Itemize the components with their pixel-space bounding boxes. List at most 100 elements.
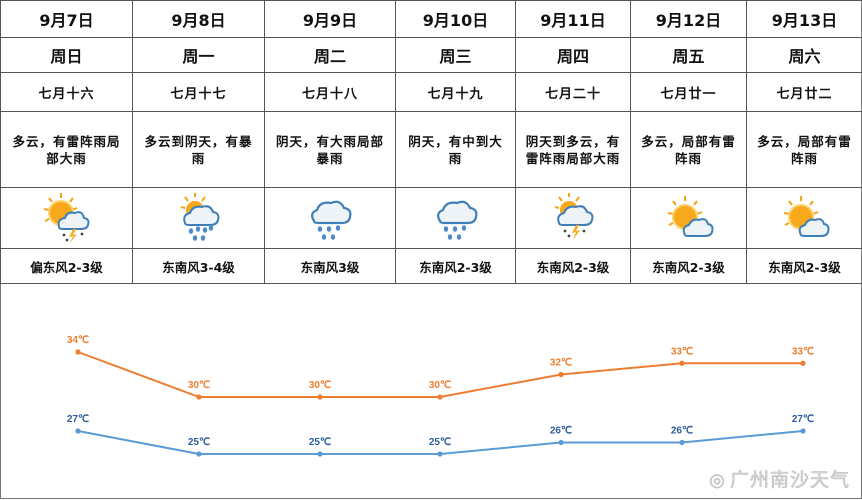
icon-cell: [0, 187, 133, 249]
description-cell: 阴天到多云，有 雷阵雨局部大雨: [515, 111, 631, 188]
wind-row: 偏东风2-3级 东南风3-4级 东南风3级 东南风2-3级 东南风2-3级 东南…: [0, 248, 862, 284]
desc-line: 暴雨: [316, 150, 344, 166]
wind-cell: 偏东风2-3级: [0, 248, 133, 284]
desc-line: 雨: [191, 150, 206, 166]
high-temperature-points: 34℃ 30℃ 30℃ 30℃ 32℃ 33℃ 33℃: [67, 335, 814, 400]
data-point: [196, 451, 202, 457]
weekday-cell: 周四: [515, 37, 631, 73]
lunar-date-cell: 七月廿二: [746, 72, 862, 112]
desc-line: 雷阵雨局部大雨: [525, 150, 621, 166]
data-label: 25℃: [429, 437, 451, 448]
sun-cloud-icon: [783, 196, 829, 237]
partly-cloudy-thunderstorm-icon: [554, 193, 594, 240]
date-row: 9月7日 9月8日 9月9日 9月10日 9月11日 9月12日 9月13日: [0, 0, 862, 38]
desc-line: 部大雨: [46, 150, 87, 166]
data-point: [558, 439, 564, 446]
desc-line: 阴天，有中到大: [408, 133, 503, 149]
wind-cell: 东南风2-3级: [395, 248, 516, 284]
lunar-date-cell: 七月廿一: [630, 72, 747, 112]
data-point: [437, 394, 443, 400]
data-point: [800, 428, 806, 434]
weekday-cell: 周日: [0, 37, 133, 73]
partly-cloudy-thunderstorm-icon: [43, 193, 89, 243]
icon-cell: [264, 187, 396, 249]
weekday-cell: 周一: [132, 37, 265, 73]
data-label: 32℃: [550, 358, 572, 369]
date-cell: 9月10日: [395, 0, 516, 38]
wind-cell: 东南风2-3级: [515, 248, 631, 284]
data-point: [196, 394, 202, 400]
weekday-cell: 周五: [630, 37, 747, 73]
data-point: [75, 428, 81, 434]
desc-line: 雨: [448, 150, 463, 166]
date-cell: 9月8日: [132, 0, 265, 38]
lunar-date-row: 七月十六 七月十七 七月十八 七月十九 七月二十 七月廿一 七月廿二: [0, 72, 862, 112]
lunar-date-cell: 七月十六: [0, 72, 133, 112]
wind-cell: 东南风3-4级: [132, 248, 265, 284]
watermark-text: 广州南沙天气: [729, 469, 850, 492]
date-cell: 9月13日: [746, 0, 862, 38]
wind-cell: 东南风2-3级: [630, 248, 747, 284]
data-label: 30℃: [188, 380, 210, 391]
cloud-rain-icon: [310, 200, 352, 240]
desc-line: 多云到阴天，有暴: [144, 133, 253, 149]
weibo-logo-icon: ◎: [709, 470, 726, 492]
wind-cell: 东南风3级: [264, 248, 396, 284]
data-label: 26℃: [671, 426, 693, 437]
icon-cell: [395, 187, 516, 249]
date-cell: 9月7日: [0, 0, 133, 38]
weekday-cell: 周三: [395, 37, 516, 73]
data-label: 25℃: [188, 437, 210, 448]
data-point: [317, 451, 323, 457]
sun-cloud-icon: [667, 196, 713, 237]
lunar-date-cell: 七月二十: [515, 72, 631, 112]
data-point: [679, 439, 685, 446]
data-point: [558, 371, 564, 378]
low-temperature-points: 27℃ 25℃ 25℃ 25℃ 26℃ 26℃ 27℃: [67, 414, 814, 457]
data-label: 26℃: [550, 426, 572, 437]
cloud-rain-icon: [436, 200, 477, 240]
data-point: [317, 394, 323, 400]
description-cell: 多云，局部有雷 阵雨: [630, 111, 747, 188]
weather-icon-row: [0, 187, 862, 249]
description-row: 多云，有雷阵雨局 部大雨 多云到阴天，有暴雨 阴天，有大雨局部 暴雨 阴天，有中到大…: [0, 111, 862, 188]
data-label: 27℃: [67, 414, 89, 425]
desc-line: 阵雨: [674, 150, 702, 166]
icon-cell: [746, 187, 862, 249]
description-cell: 多云，有雷阵雨局 部大雨: [0, 111, 133, 188]
desc-line: 阴天到多云，有: [525, 133, 621, 149]
icon-cell: [515, 187, 631, 249]
lunar-date-cell: 七月十九: [395, 72, 516, 112]
desc-line: 多云，局部有雷: [641, 133, 736, 149]
weibo-watermark: ◎ 广州南沙天气: [709, 465, 850, 492]
data-label: 33℃: [792, 346, 814, 357]
icon-cell: [630, 187, 747, 249]
partly-cloudy-rain-icon: [180, 193, 219, 241]
desc-line: 多云，局部有雷: [757, 133, 852, 149]
data-point: [800, 360, 806, 366]
data-label: 33℃: [671, 346, 693, 357]
description-cell: 阴天，有大雨局部 暴雨: [264, 111, 396, 188]
weekday-cell: 周二: [264, 37, 396, 73]
forecast-table: 9月7日 9月8日 9月9日 9月10日 9月11日 9月12日 9月13日 周…: [0, 0, 862, 284]
desc-line: 多云，有雷阵雨局: [12, 133, 121, 149]
data-label: 30℃: [429, 380, 451, 391]
data-point: [75, 349, 81, 355]
data-point: [679, 360, 685, 366]
data-label: 30℃: [309, 380, 331, 391]
date-cell: 9月11日: [515, 0, 631, 38]
lunar-date-cell: 七月十七: [132, 72, 265, 112]
data-label: 34℃: [67, 335, 89, 346]
description-cell: 阴天，有中到大雨: [395, 111, 516, 188]
desc-line: 阴天，有大雨局部: [275, 133, 384, 149]
data-label: 27℃: [792, 414, 814, 425]
data-label: 25℃: [309, 437, 331, 448]
description-cell: 多云，局部有雷 阵雨: [746, 111, 862, 188]
data-point: [437, 451, 443, 457]
wind-cell: 东南风2-3级: [746, 248, 862, 284]
date-cell: 9月9日: [264, 0, 396, 38]
weekday-row: 周日 周一 周二 周三 周四 周五 周六: [0, 37, 862, 73]
desc-line: 阵雨: [790, 150, 818, 166]
temperature-line-chart: 34℃ 30℃ 30℃ 30℃ 32℃ 33℃ 33℃ 27℃ 25℃ 25℃ 25℃ 26℃ 26℃…: [67, 335, 814, 457]
description-cell: 多云到阴天，有暴雨: [132, 111, 265, 188]
